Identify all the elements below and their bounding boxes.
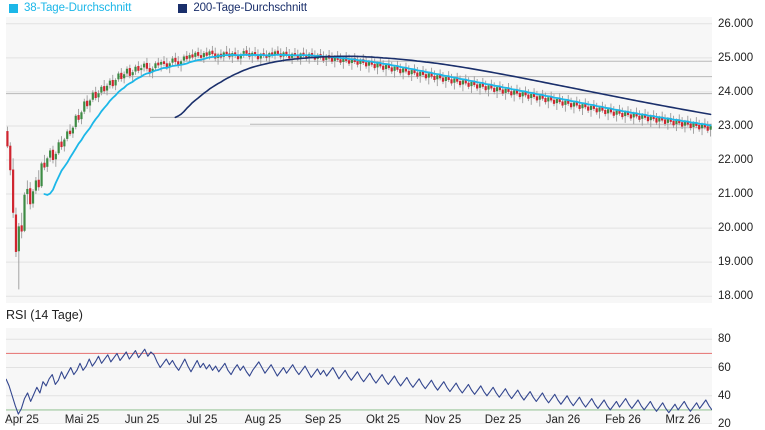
legend-item-ma200: 200-Tage-Durchschnitt <box>178 2 307 14</box>
rsi-y-tick: 20 <box>718 418 731 430</box>
price-y-tick: 22.000 <box>718 154 754 166</box>
rsi-y-tick: 40 <box>718 389 731 402</box>
x-axis-tick: Feb 26 <box>605 414 641 426</box>
x-axis-tick: Jan 26 <box>545 414 581 426</box>
x-axis-tick: Jun 25 <box>124 414 160 426</box>
legend-swatch-ma38 <box>9 3 18 13</box>
legend-item-ma38: 38-Tage-Durchschnitt <box>9 2 131 14</box>
rsi-chart-panel[interactable] <box>6 328 712 424</box>
rsi-chart-plot <box>6 338 712 424</box>
rsi-panel-title: RSI (14 Tage) <box>6 308 83 322</box>
x-axis-tick: Jul 25 <box>186 414 218 426</box>
price-y-tick: 19.000 <box>718 256 754 269</box>
x-axis-tick: Apr 25 <box>5 414 39 426</box>
price-chart-panel[interactable] <box>6 17 712 303</box>
price-y-tick: 23.000 <box>718 119 754 132</box>
legend-label-ma200: 200-Tage-Durchschnitt <box>193 2 307 14</box>
legend-label-ma38: 38-Tage-Durchschnitt <box>24 2 132 14</box>
chart-legend: 38-Tage-Durchschnitt 200-Tage-Durchschni… <box>0 0 765 16</box>
price-y-tick: 26.000 <box>718 17 754 30</box>
price-y-tick: 18.000 <box>718 290 754 303</box>
price-y-tick: 21.000 <box>718 188 754 201</box>
x-axis-tick: Mrz 26 <box>665 414 701 426</box>
legend-swatch-ma200 <box>178 3 188 13</box>
x-axis-tick: Mai 25 <box>64 414 100 426</box>
x-axis-tick: Nov 25 <box>424 414 462 426</box>
rsi-y-tick: 80 <box>718 333 731 346</box>
price-y-tick: 24.000 <box>718 85 754 98</box>
x-axis-tick: Aug 25 <box>244 414 282 426</box>
x-axis-tick: Dez 25 <box>484 414 522 426</box>
price-y-tick: 20.000 <box>718 222 754 235</box>
rsi-y-tick: 60 <box>718 361 731 374</box>
price-chart-plot <box>6 23 712 297</box>
x-axis-tick: Sep 25 <box>304 414 342 426</box>
price-y-tick: 25.000 <box>718 51 754 64</box>
x-axis-tick: Okt 25 <box>366 414 400 426</box>
